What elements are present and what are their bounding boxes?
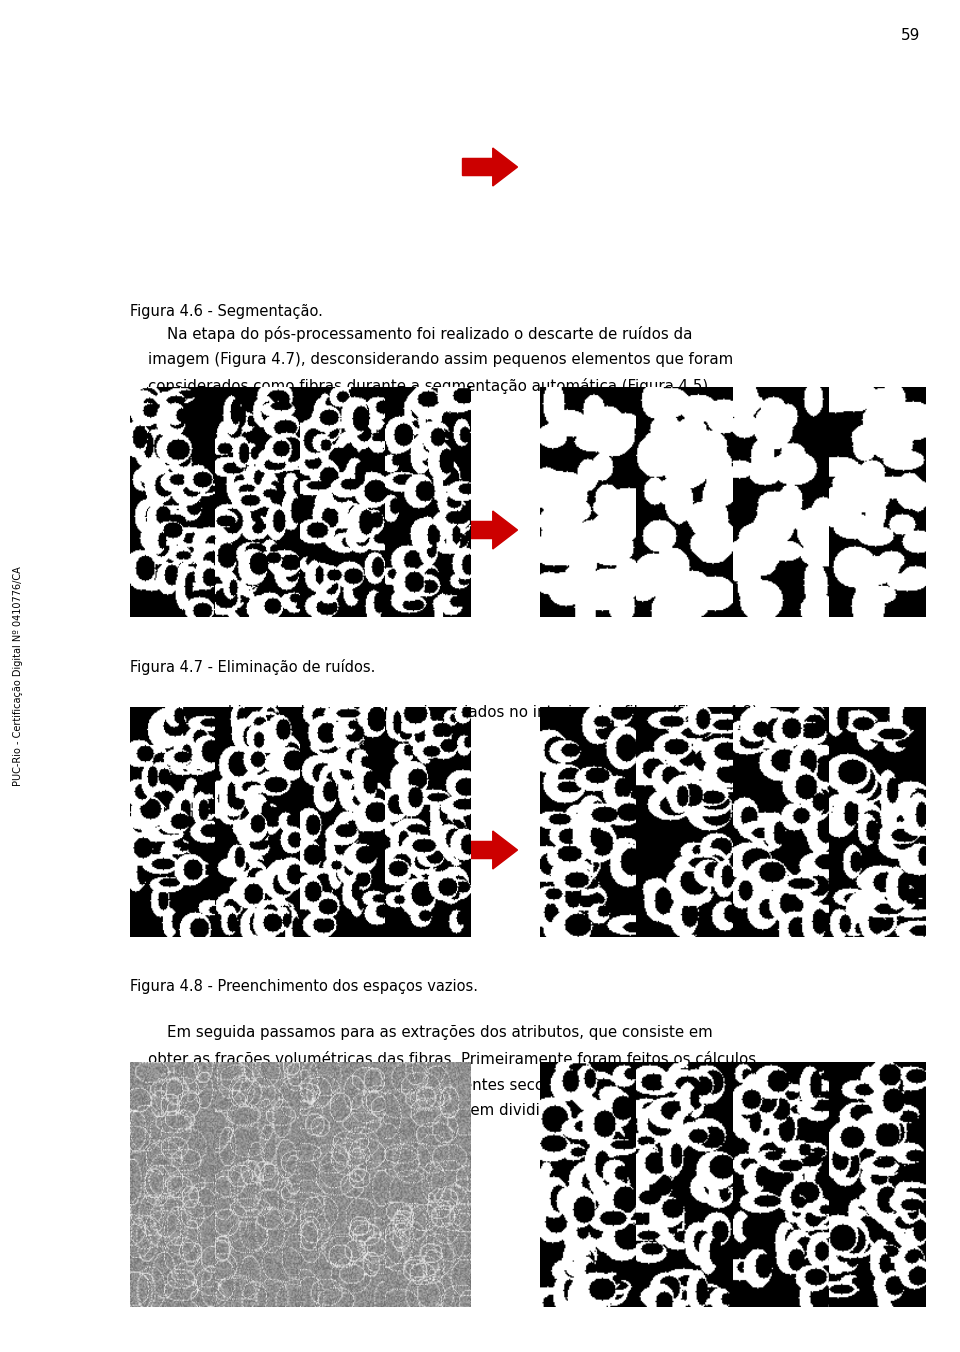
Text: Em seguida passamos para as extrações dos atributos, que consiste em: Em seguida passamos para as extrações do… [148,1025,712,1040]
Text: Figura 4.8 - Preenchimento dos espaços vazios.: Figura 4.8 - Preenchimento dos espaços v… [130,979,478,994]
Text: Figura 4.7 - Eliminação de ruídos.: Figura 4.7 - Eliminação de ruídos. [130,658,375,675]
Text: Figura 4.6 - Segmentação.: Figura 4.6 - Segmentação. [130,304,323,319]
Text: e o preenchimento de pequenos vazios criados no interior das fibras (Figura 4.8): e o preenchimento de pequenos vazios cri… [148,704,762,721]
Text: 59: 59 [900,28,920,43]
Polygon shape [463,511,517,549]
Text: de fração volumétrica de fibras para diferentes seccionamentos em cada região: de fração volumétrica de fibras para dif… [148,1078,754,1092]
Text: obter as frações volumétricas das fibras. Primeiramente foram feitos os cálculos: obter as frações volumétricas das fibras… [148,1051,756,1067]
Text: digitalizada, ou seja, considerou-se a imagem dividida em 1, 2, 3, 4, 8, 12 e 16: digitalizada, ou seja, considerou-se a i… [148,1103,744,1118]
Text: Na etapa do pós-processamento foi realizado o descarte de ruídos da: Na etapa do pós-processamento foi realiz… [148,326,692,342]
Polygon shape [463,831,517,869]
Text: seções, como é mostrado na Tabela 4.6.: seções, como é mostrado na Tabela 4.6. [148,1129,451,1145]
Text: considerados como fibras durante a segmentação automática (Figura 4.5),: considerados como fibras durante a segme… [148,379,713,393]
Polygon shape [463,147,517,187]
Text: imagem (Figura 4.7), desconsiderando assim pequenos elementos que foram: imagem (Figura 4.7), desconsiderando ass… [148,352,733,366]
Text: PUC-Rio - Certificação Digital Nº 0410776/CA: PUC-Rio - Certificação Digital Nº 041077… [13,566,23,786]
